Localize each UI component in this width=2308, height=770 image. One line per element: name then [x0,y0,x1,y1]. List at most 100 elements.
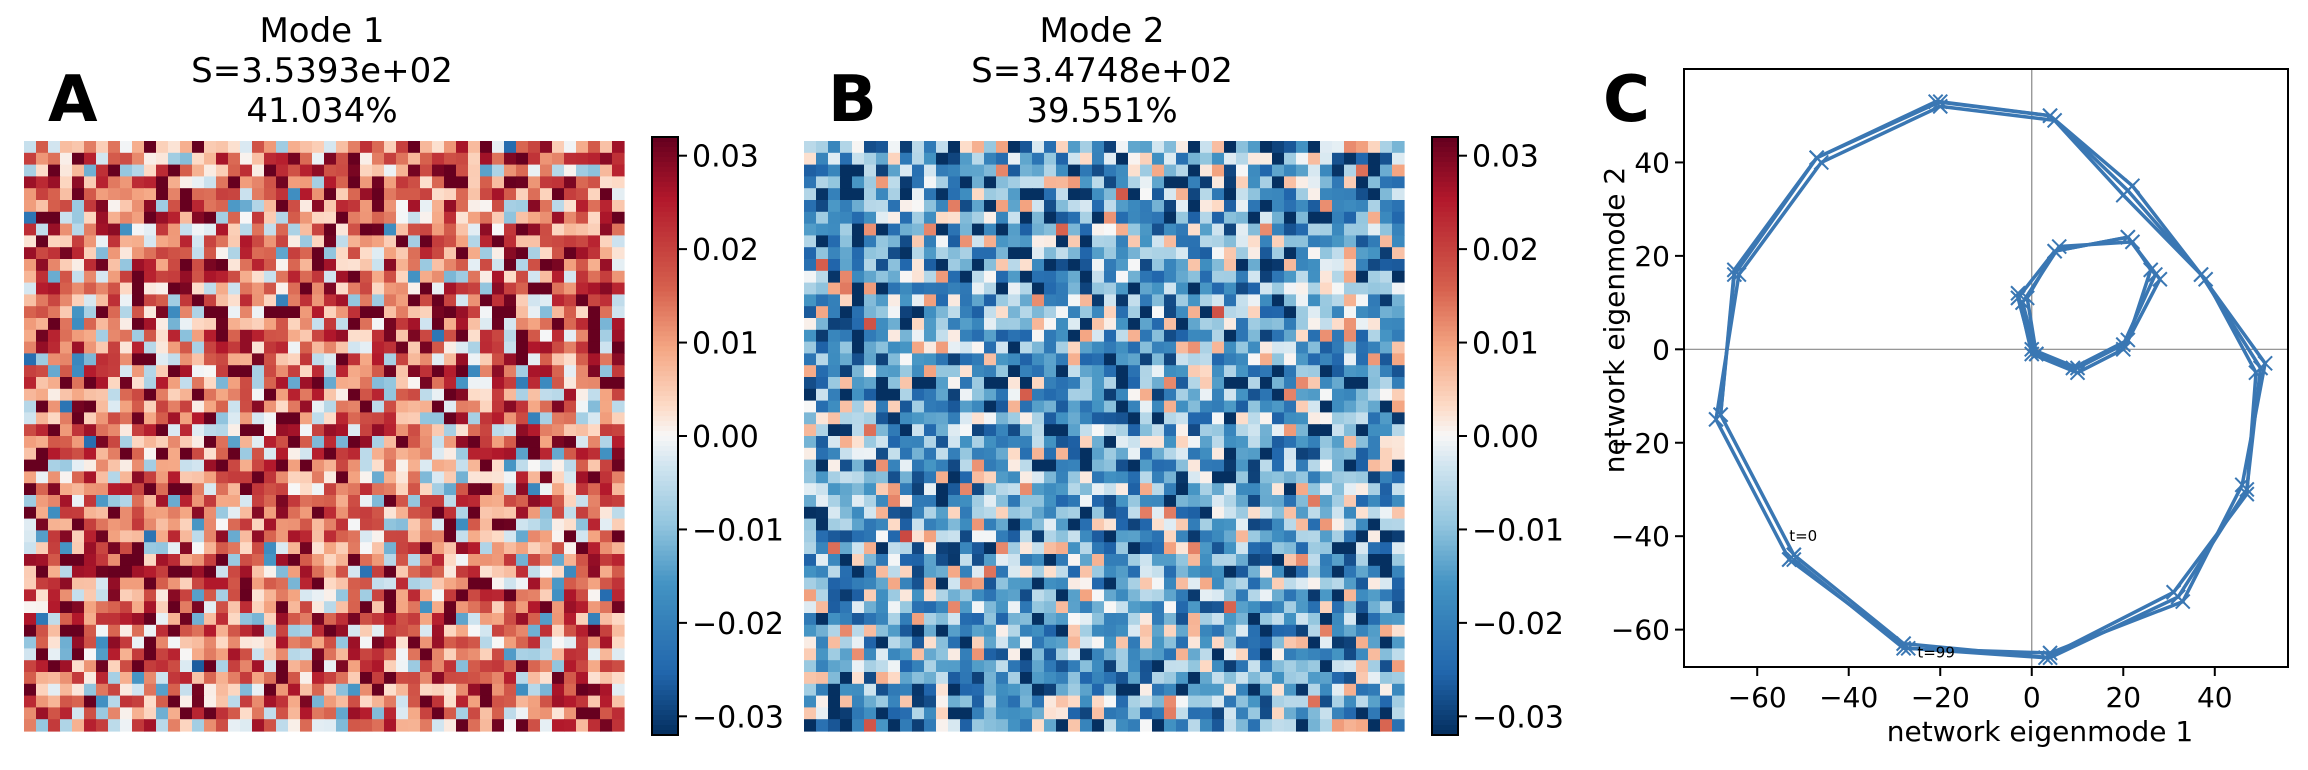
heatmap-cell [240,518,253,531]
heatmap-cell [420,200,433,213]
heatmap-cell [300,235,313,248]
heatmap-cell [1236,636,1249,649]
heatmap-cell [516,341,529,354]
heatmap-cell [996,388,1009,402]
heatmap-cell [480,353,493,366]
heatmap-cell [336,459,349,472]
heatmap-cell [1116,660,1129,673]
heatmap-cell [552,200,565,213]
heatmap-cell [864,341,877,354]
heatmap-cell [948,565,961,579]
heatmap-cell [216,648,229,661]
heatmap-cell [1236,412,1249,425]
heatmap-cell [372,577,385,590]
heatmap-cell [1152,436,1165,449]
heatmap-cell [456,554,469,567]
heatmap-cell [1296,424,1309,437]
heatmap-cell [1188,188,1201,201]
heatmap-cell [540,353,553,366]
heatmap-cell [1248,495,1261,508]
heatmap-cell [1188,211,1201,225]
heatmap-cell [384,518,397,531]
colorbar-segment [652,520,678,527]
heatmap-cell [1344,495,1357,508]
heatmap-cell [144,223,157,236]
heatmap-cell [180,259,193,272]
heatmap-cell [108,719,121,732]
heatmap-cell [48,695,61,708]
heatmap-cell [360,707,373,720]
heatmap-cell [408,683,421,697]
heatmap-cell [900,436,913,449]
heatmap-cell [540,483,553,496]
heatmap-cell [420,530,433,543]
heatmap-cell [372,164,385,177]
heatmap-cell [1188,542,1201,555]
heatmap-cell [1344,200,1357,213]
heatmap-cell [468,589,481,602]
heatmap-cell [36,495,49,508]
heatmap-cell [144,483,157,496]
heatmap-cell [1200,648,1213,661]
heatmap-cell [1200,412,1213,425]
heatmap-cell [204,259,217,272]
heatmap-cell [1296,530,1309,543]
heatmap-cell [804,141,817,154]
heatmap-cell [1128,495,1141,508]
heatmap-cell [168,341,181,354]
heatmap-cell [240,577,253,590]
colorbar-segment [652,725,678,731]
heatmap-cell [1212,660,1225,673]
heatmap-cell [24,259,37,272]
heatmap-cell [996,506,1009,520]
heatmap-cell [96,424,109,437]
heatmap-cell [180,152,193,166]
heatmap-cell [852,660,865,673]
heatmap-cell [1164,447,1177,461]
heatmap-cell [1116,294,1129,307]
heatmap-cell [1356,436,1369,449]
heatmap-cell [1260,270,1273,284]
heatmap-cell [1152,247,1165,260]
heatmap-cell [936,353,949,366]
heatmap-cell [420,447,433,461]
heatmap-cell [408,341,421,354]
heatmap-cell [840,235,853,248]
heatmap-cell [48,707,61,720]
heatmap-cell [372,176,385,189]
heatmap-cell [156,436,169,449]
heatmap-cell [1212,294,1225,307]
heatmap-cell [504,270,517,284]
heatmap-cell [264,707,277,720]
heatmap-cell [108,672,121,685]
heatmap-cell [300,436,313,449]
heatmap-cell [888,164,901,177]
heatmap-cell [1356,601,1369,614]
heatmap-cell [504,141,517,154]
heatmap-cell [264,436,277,449]
heatmap-cell [492,495,505,508]
heatmap-cell [588,176,601,189]
heatmap-cell [1020,353,1033,366]
heatmap-cell [48,270,61,284]
heatmap-cell [216,565,229,579]
heatmap-cell [600,306,613,319]
heatmap-cell [900,188,913,201]
heatmap-cell [156,648,169,661]
heatmap-cell [840,247,853,260]
heatmap-cell [1056,200,1069,213]
heatmap-cell [492,235,505,248]
heatmap-cell [408,270,421,284]
heatmap-cell [444,282,457,295]
heatmap-cell [1320,270,1333,284]
heatmap-cell [468,388,481,402]
heatmap-cell [204,329,217,343]
heatmap-cell [864,601,877,614]
heatmap-cell [36,554,49,567]
heatmap-cell [420,672,433,685]
heatmap-cell [60,577,73,590]
heatmap-cell [312,483,325,496]
heatmap-cell [192,152,205,166]
heatmap-cell [432,176,445,189]
heatmap-cell [912,270,925,284]
